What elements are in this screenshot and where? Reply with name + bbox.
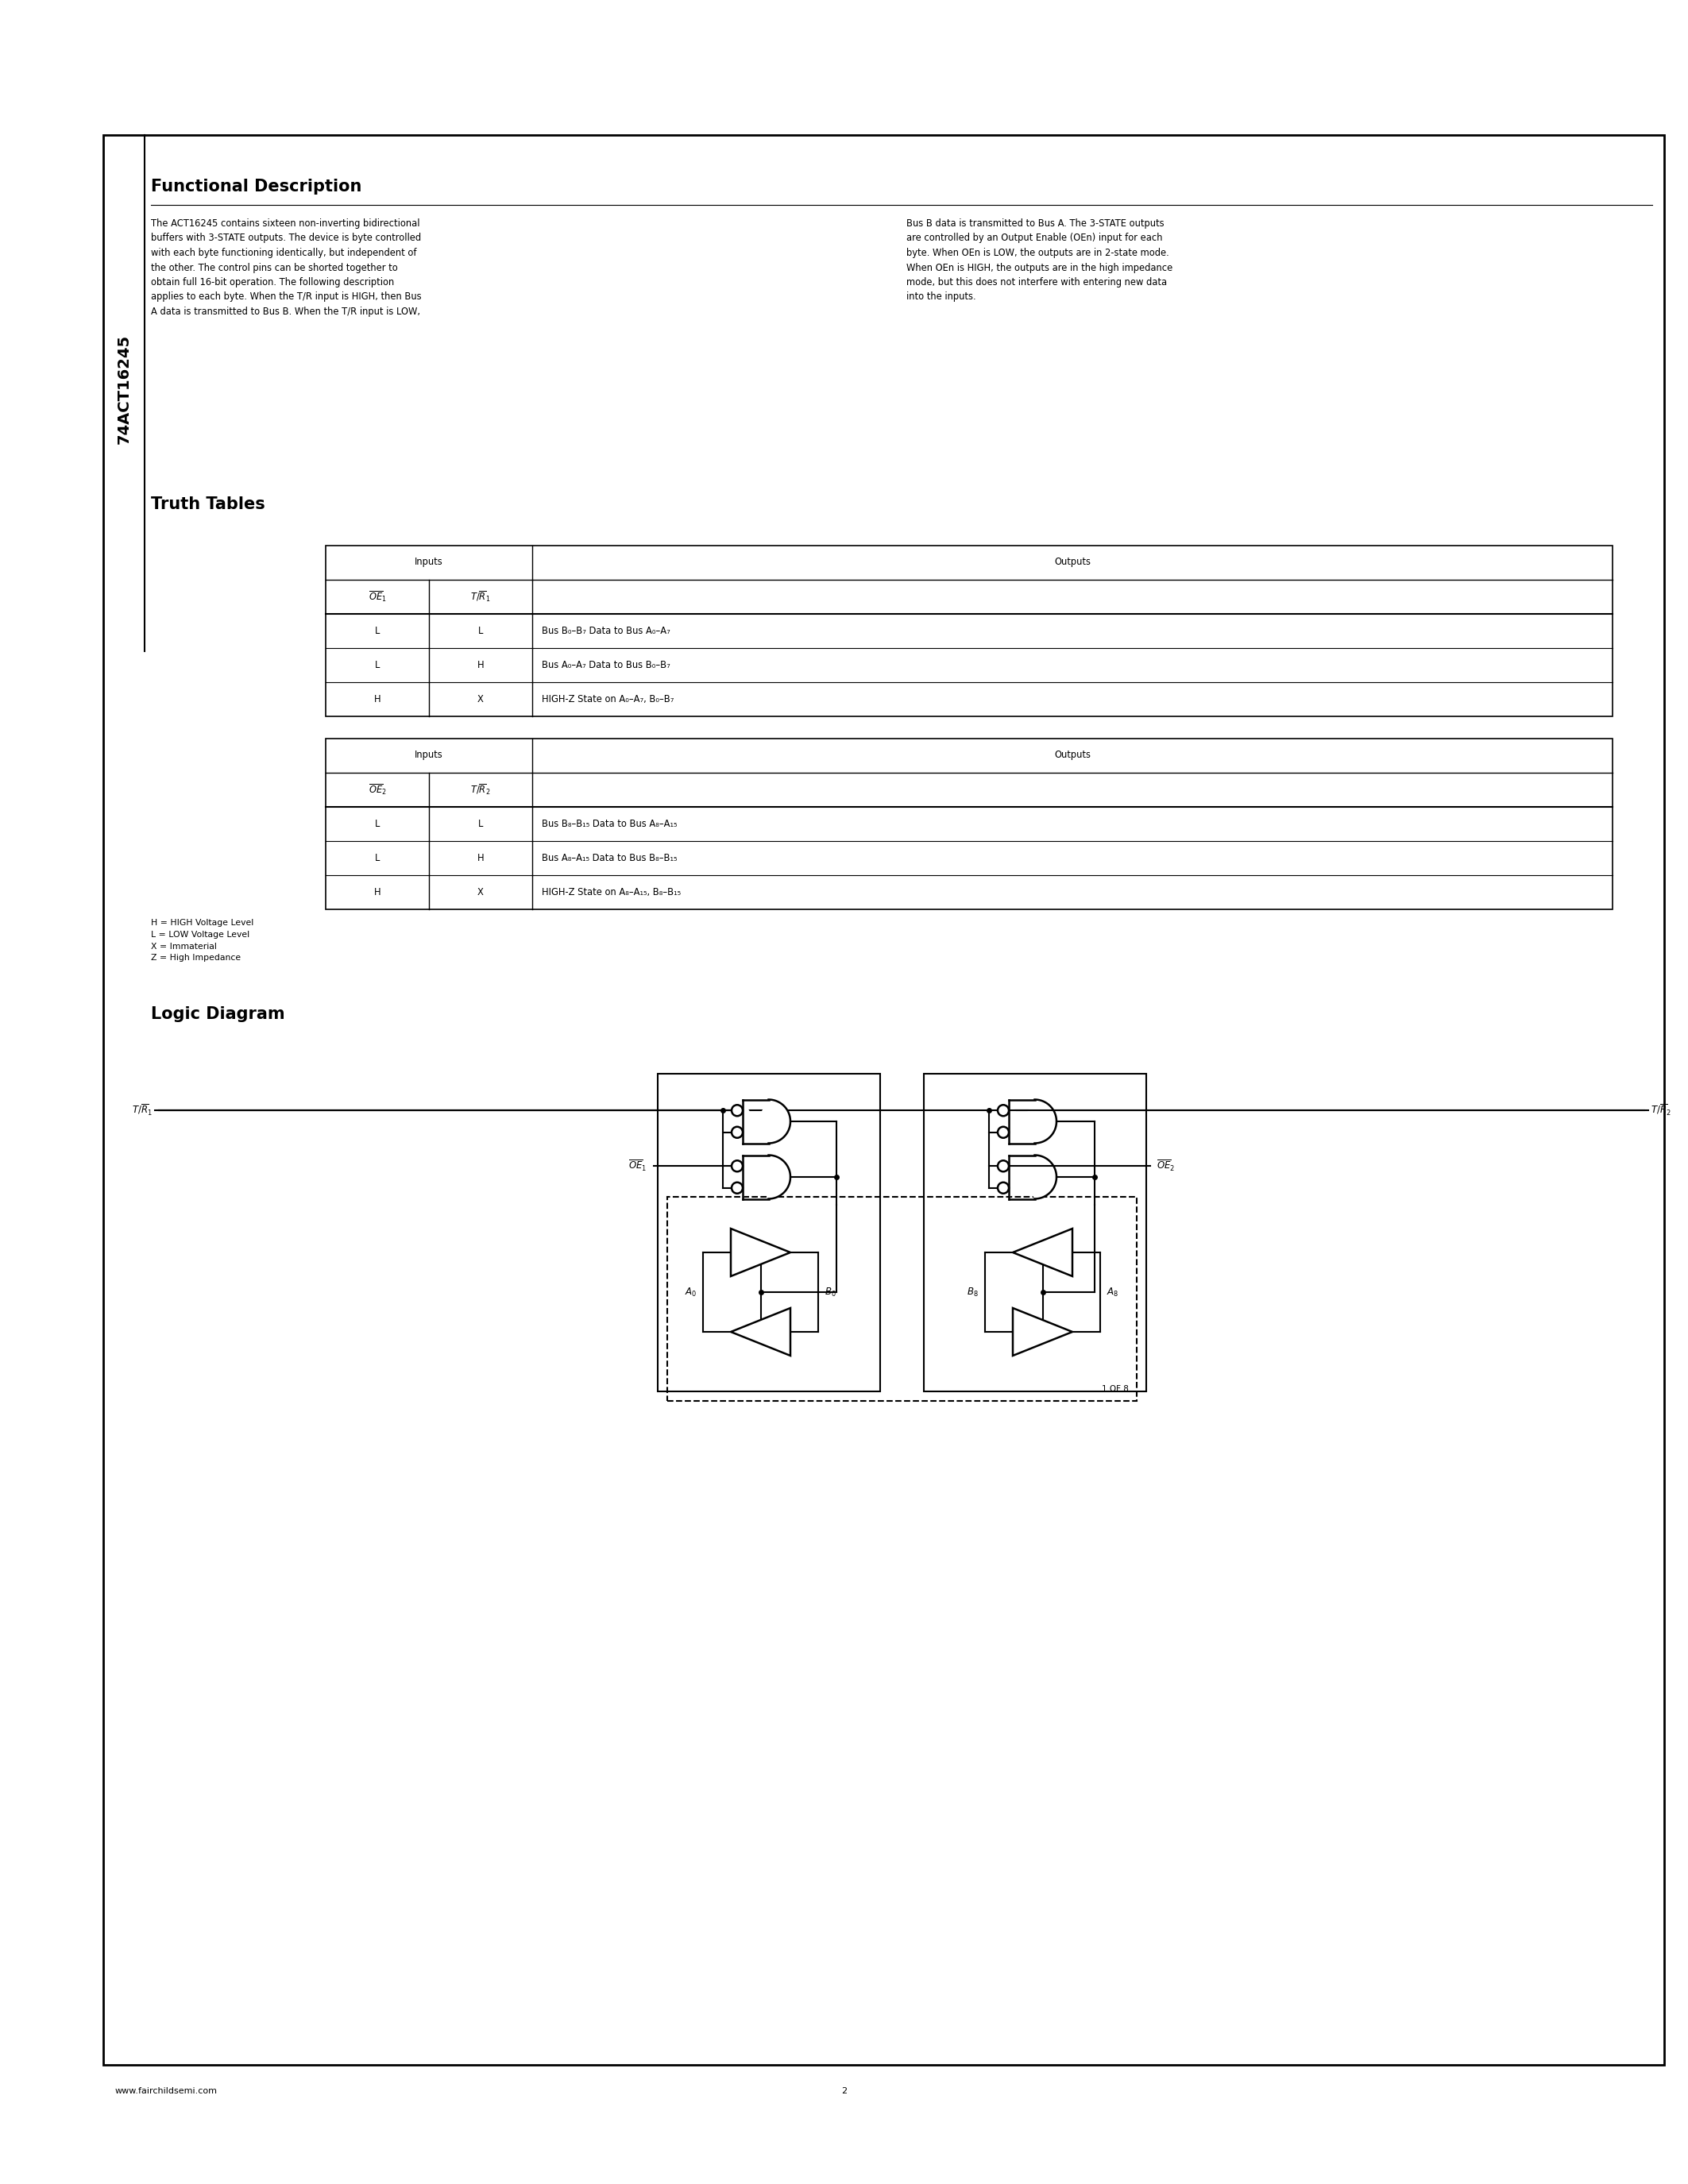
Text: 1 OF 8: 1 OF 8 (1102, 1385, 1128, 1393)
Text: $T/\overline{R}_1$: $T/\overline{R}_1$ (132, 1103, 152, 1118)
Text: L: L (478, 627, 483, 636)
Text: L: L (375, 627, 380, 636)
Text: Truth Tables: Truth Tables (150, 496, 265, 513)
Text: Bus A₀–A₇ Data to Bus B₀–B₇: Bus A₀–A₇ Data to Bus B₀–B₇ (542, 660, 670, 670)
Text: Inputs: Inputs (415, 557, 444, 568)
Polygon shape (731, 1230, 790, 1275)
Text: X: X (478, 887, 484, 898)
Text: $T/\overline{R}_2$: $T/\overline{R}_2$ (1651, 1103, 1671, 1118)
Text: HIGH-Z State on A₀–A₇, B₀–B₇: HIGH-Z State on A₀–A₇, B₀–B₇ (542, 695, 674, 705)
Bar (923, 1075, 1146, 1391)
Text: L: L (478, 819, 483, 830)
Text: 2: 2 (841, 2088, 847, 2094)
Text: www.fairchildsemi.com: www.fairchildsemi.com (115, 2088, 218, 2094)
Text: L: L (375, 854, 380, 863)
Polygon shape (1009, 1099, 1057, 1142)
Circle shape (731, 1105, 743, 1116)
Polygon shape (1009, 1155, 1057, 1199)
Text: H: H (375, 695, 381, 705)
Text: 74ACT16245: 74ACT16245 (116, 334, 132, 443)
Circle shape (998, 1182, 1009, 1192)
Text: $A_0$: $A_0$ (685, 1286, 697, 1297)
Text: Bus B data is transmitted to Bus A. The 3-STATE outputs
are controlled by an Out: Bus B data is transmitted to Bus A. The … (906, 218, 1173, 301)
Circle shape (998, 1160, 1009, 1171)
Circle shape (731, 1182, 743, 1192)
Text: X: X (478, 695, 484, 705)
Bar (667, 1197, 1136, 1400)
Circle shape (731, 1127, 743, 1138)
Text: H: H (478, 854, 484, 863)
Text: $\overline{OE}_1$: $\overline{OE}_1$ (628, 1160, 647, 1173)
Circle shape (998, 1105, 1009, 1116)
Polygon shape (743, 1099, 790, 1142)
Text: Bus B₀–B₇ Data to Bus A₀–A₇: Bus B₀–B₇ Data to Bus A₀–A₇ (542, 627, 670, 636)
Text: H: H (478, 660, 484, 670)
Polygon shape (731, 1308, 790, 1356)
Polygon shape (1013, 1308, 1072, 1356)
Text: Logic Diagram: Logic Diagram (150, 1007, 285, 1022)
Bar (657, 1075, 879, 1391)
Text: Bus A₈–A₁₅ Data to Bus B₈–B₁₅: Bus A₈–A₁₅ Data to Bus B₈–B₁₅ (542, 854, 677, 863)
Text: H: H (375, 887, 381, 898)
Text: $\overline{OE}_2$: $\overline{OE}_2$ (368, 782, 387, 797)
Text: $B_0$: $B_0$ (824, 1286, 836, 1297)
Text: Inputs: Inputs (415, 749, 444, 760)
Text: Functional Description: Functional Description (150, 179, 361, 194)
Text: $T/\overline{R}_2$: $T/\overline{R}_2$ (471, 782, 491, 797)
Text: $\overline{OE}_2$: $\overline{OE}_2$ (1156, 1160, 1175, 1173)
Text: Outputs: Outputs (1053, 749, 1090, 760)
Bar (326, 738, 1612, 909)
Bar (326, 546, 1612, 716)
Text: $\overline{OE}_1$: $\overline{OE}_1$ (368, 590, 387, 603)
Text: $A_8$: $A_8$ (1107, 1286, 1119, 1297)
Circle shape (998, 1127, 1009, 1138)
Text: The ACT16245 contains sixteen non-inverting bidirectional
buffers with 3-STATE o: The ACT16245 contains sixteen non-invert… (150, 218, 422, 317)
Text: $B_8$: $B_8$ (967, 1286, 979, 1297)
Text: H = HIGH Voltage Level
L = LOW Voltage Level
X = Immaterial
Z = High Impedance: H = HIGH Voltage Level L = LOW Voltage L… (150, 919, 253, 963)
Text: Outputs: Outputs (1053, 557, 1090, 568)
Text: L: L (375, 819, 380, 830)
Bar (103, 135, 1664, 2064)
Text: $T/\overline{R}_1$: $T/\overline{R}_1$ (471, 590, 491, 603)
Text: L: L (375, 660, 380, 670)
Polygon shape (743, 1155, 790, 1199)
Circle shape (731, 1160, 743, 1171)
Text: HIGH-Z State on A₈–A₁₅, B₈–B₁₅: HIGH-Z State on A₈–A₁₅, B₈–B₁₅ (542, 887, 680, 898)
Polygon shape (1013, 1230, 1072, 1275)
Text: Bus B₈–B₁₅ Data to Bus A₈–A₁₅: Bus B₈–B₁₅ Data to Bus A₈–A₁₅ (542, 819, 677, 830)
